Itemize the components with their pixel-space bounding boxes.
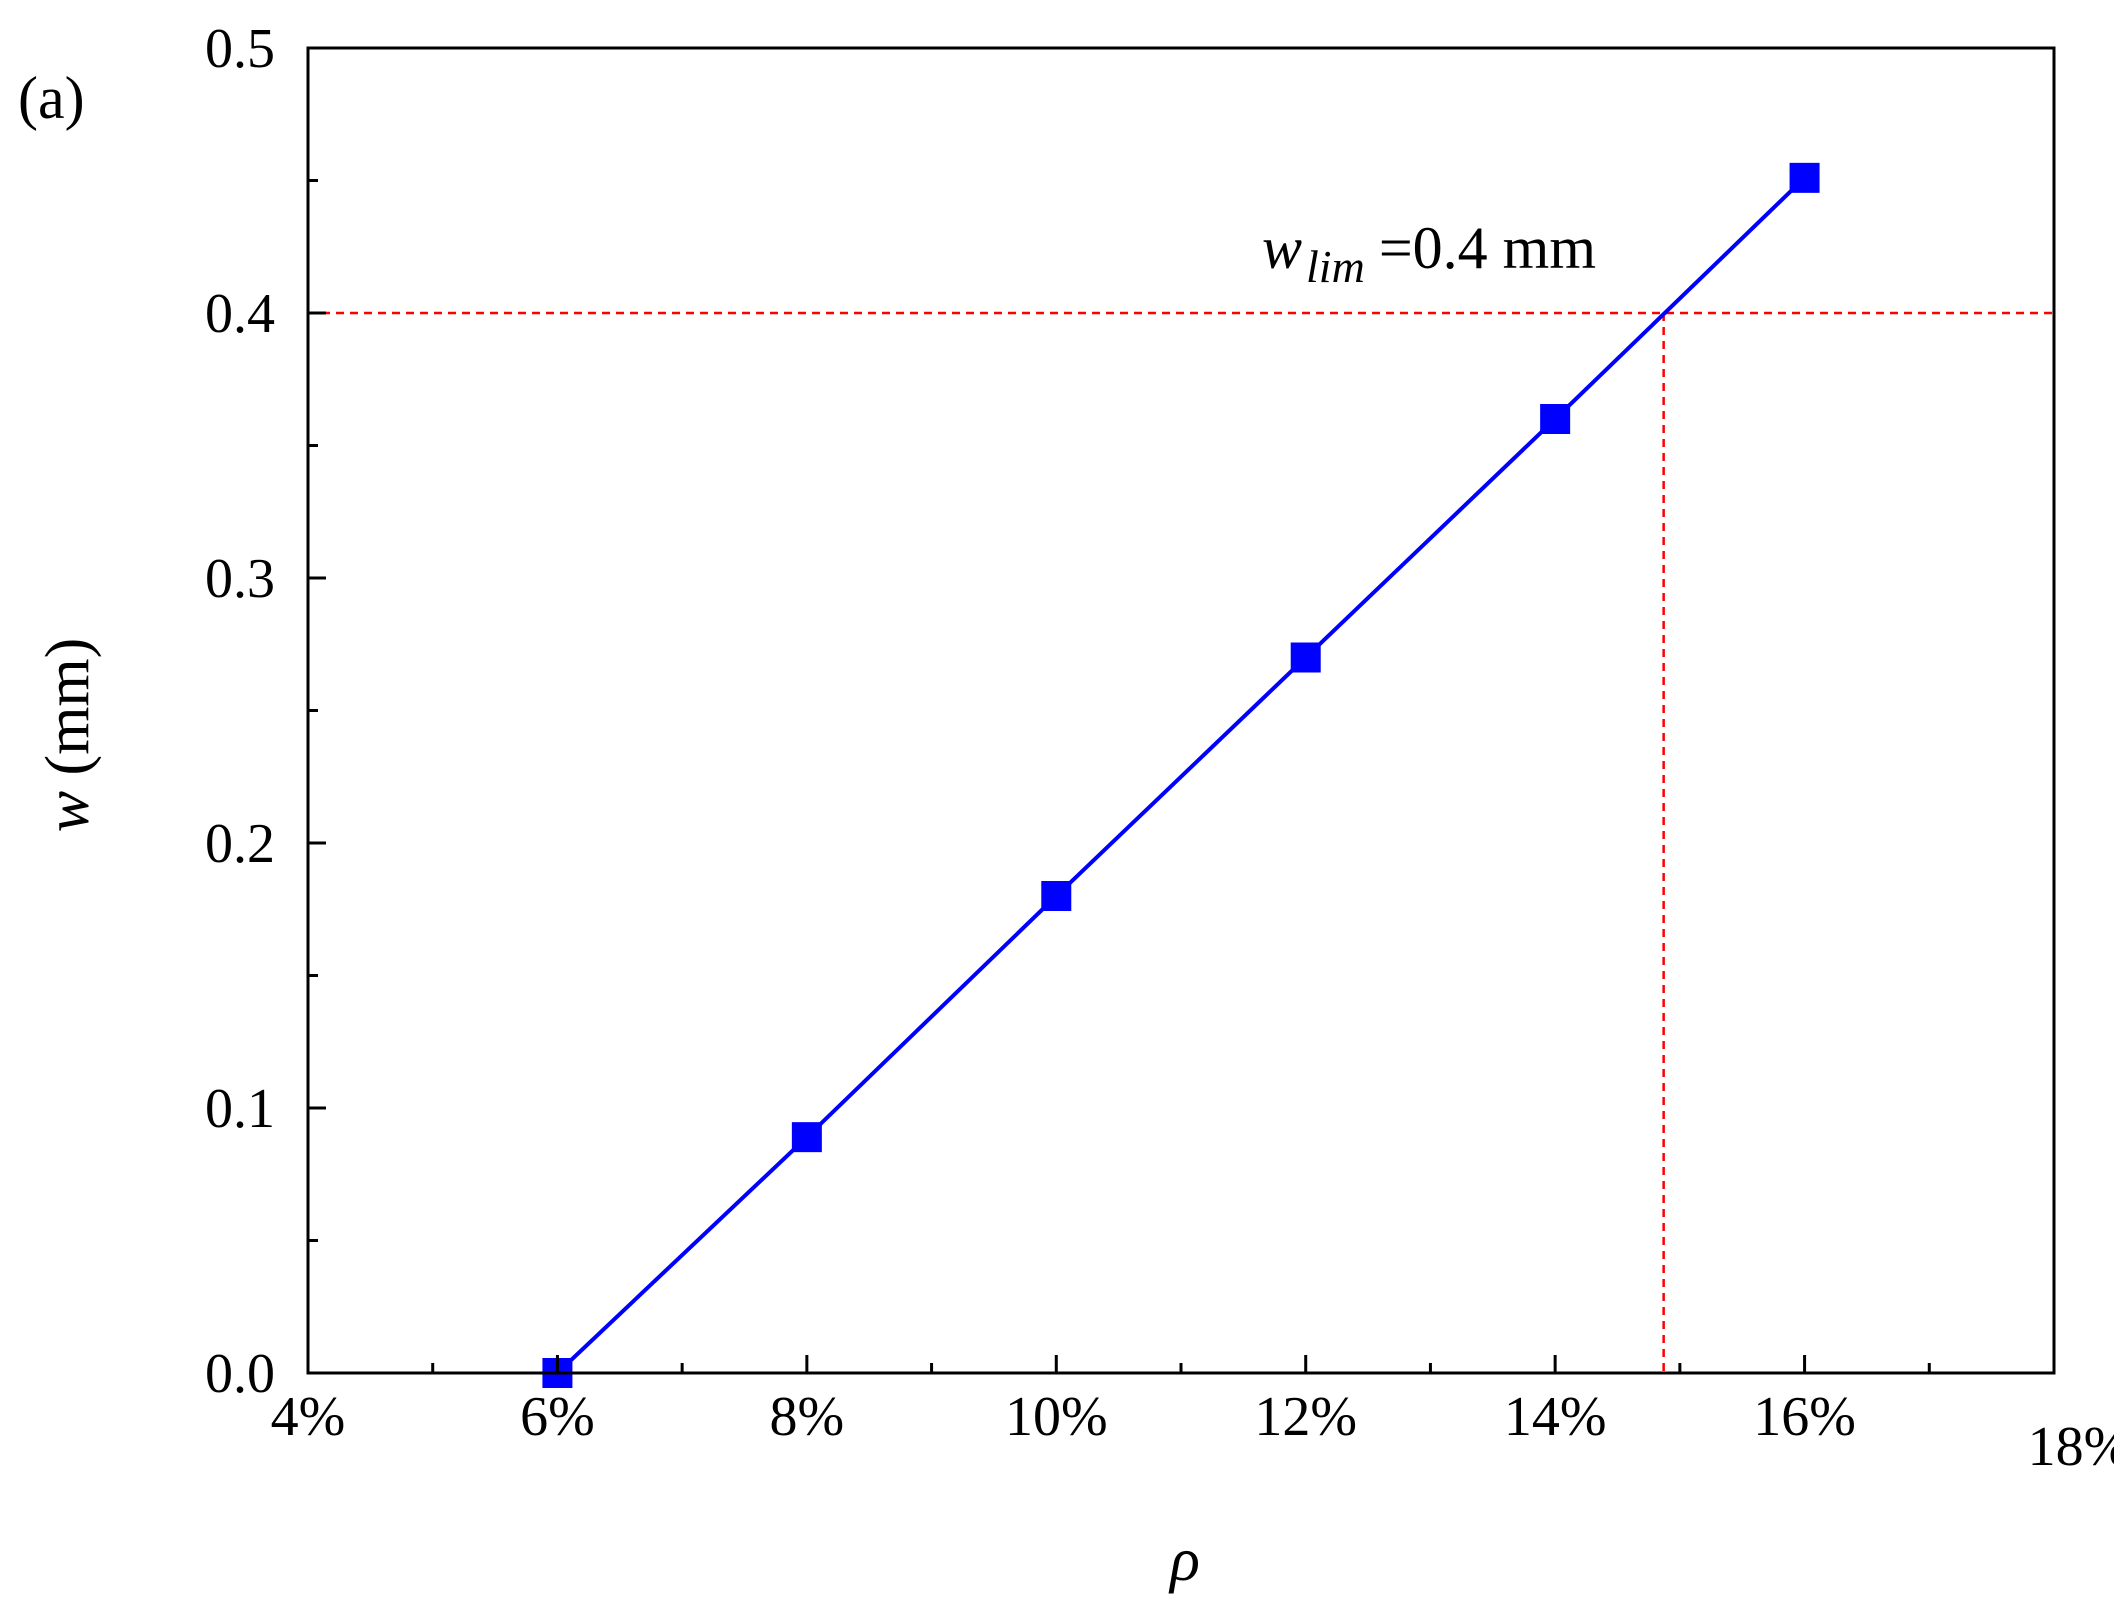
y-axis-title: w (mm) [34,638,102,833]
x-tick-label: 12% [1254,1386,1357,1448]
reference-annotation: wlim =0.4 mm [1262,215,1596,292]
plot-frame [306,46,2056,1375]
data-point-marker [1041,881,1072,911]
series-line [556,176,1806,1375]
x-tick-label: 16% [1753,1386,1856,1448]
y-tick-label: 0.2 [205,813,275,875]
x-tick-label: 10% [1005,1386,1108,1448]
x-tick-label: 18% [2028,1416,2114,1478]
ticks-layer: 4% 6% 8% 10% 12% 14% 16% 18% 0.0 0.1 0.2 0.3 0.4 0.5 [205,18,2114,1478]
x-tick-label: 14% [1504,1386,1607,1448]
x-tick-label: 4% [271,1386,346,1448]
plot-layer [308,162,2054,1388]
data-point-marker [1290,642,1321,673]
y-tick-label: 0.4 [205,283,275,345]
data-point-marker [791,1122,822,1153]
y-tick-label: 0.0 [205,1343,275,1405]
y-tick-label: 0.1 [205,1078,275,1140]
x-axis-title: ρ [1168,1526,1200,1594]
x-tick-label: 8% [770,1386,845,1448]
y-tick-label: 0.5 [205,18,275,80]
data-point-marker [1789,162,1820,193]
y-tick-label: 0.3 [205,548,275,610]
x-tick-label: 6% [520,1386,595,1448]
panel-label: (a) [18,65,85,131]
data-point-marker [1540,404,1571,434]
